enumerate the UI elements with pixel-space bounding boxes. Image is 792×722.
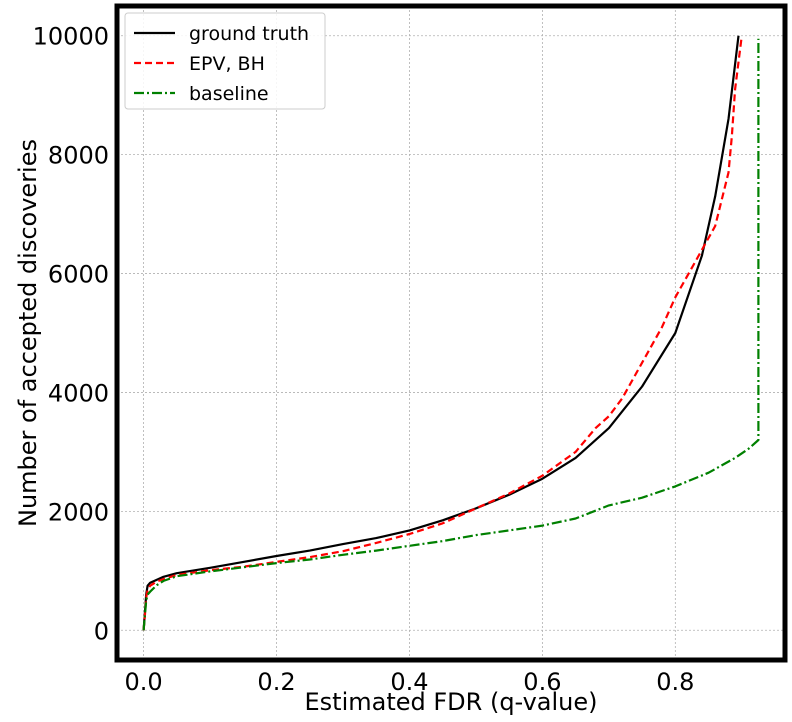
legend-box xyxy=(124,12,326,110)
y-tick-label: 10000 xyxy=(33,23,109,51)
series-line-1 xyxy=(142,35,743,631)
y-tick-label: 2000 xyxy=(48,498,109,526)
x-tick-label: 0.6 xyxy=(523,668,561,696)
legend-label: EPV, BH xyxy=(189,53,265,75)
legend: ground truth EPV, BH baseline xyxy=(124,12,326,110)
y-tick-label: 6000 xyxy=(48,261,109,289)
y-tick-label: 8000 xyxy=(48,142,109,170)
x-axis-label: Estimated FDR (q-value) xyxy=(305,688,598,716)
legend-label: ground truth xyxy=(189,23,309,45)
y-tick-label: 0 xyxy=(94,617,109,645)
x-tick-label: 0.4 xyxy=(390,668,428,696)
x-tick-label: 0.2 xyxy=(257,668,295,696)
x-tick-label: 0.0 xyxy=(125,668,163,696)
series-layer xyxy=(142,35,760,631)
y-axis: 0 2000 4000 6000 8000 10000 xyxy=(33,23,109,646)
series-line-2 xyxy=(142,38,760,631)
plot-frame xyxy=(114,3,788,663)
series-line-0 xyxy=(142,35,740,631)
y-axis-label: Number of accepted discoveries xyxy=(14,139,42,527)
x-tick-label: 0.8 xyxy=(656,668,694,696)
legend-label: baseline xyxy=(189,83,269,105)
x-axis: 0.0 0.2 0.4 0.6 0.8 xyxy=(125,668,695,696)
y-tick-label: 4000 xyxy=(48,379,109,407)
grid xyxy=(117,6,785,660)
